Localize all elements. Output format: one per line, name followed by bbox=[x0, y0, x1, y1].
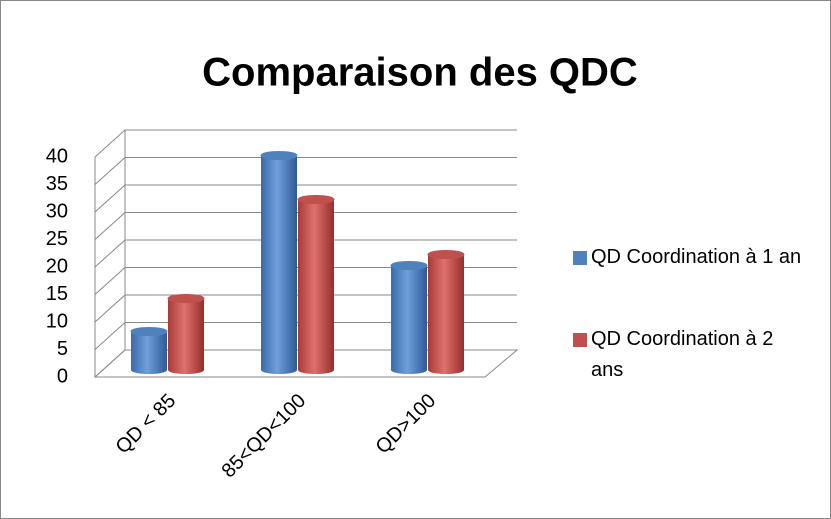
bar-top bbox=[130, 327, 168, 336]
grid-line bbox=[94, 184, 517, 213]
y-tick-label: 20 bbox=[46, 255, 68, 277]
legend-label: QD Coordination à 1 an bbox=[591, 246, 802, 268]
bar bbox=[391, 265, 427, 370]
bar bbox=[168, 298, 204, 370]
legend-item: QD Coordination à 1 an bbox=[573, 242, 803, 273]
bar bbox=[298, 199, 334, 370]
y-tick-label: 0 bbox=[57, 365, 68, 387]
bar bbox=[261, 155, 297, 370]
legend-swatch bbox=[573, 333, 587, 347]
y-tick-label: 40 bbox=[46, 145, 68, 167]
y-tick-label: 30 bbox=[46, 200, 68, 222]
legend-swatch bbox=[573, 251, 587, 265]
grid-line bbox=[94, 349, 517, 378]
grid-line bbox=[94, 322, 517, 350]
bar bbox=[428, 254, 464, 370]
grid-line bbox=[94, 267, 517, 295]
bar-top bbox=[427, 250, 465, 259]
y-tick-label: 10 bbox=[46, 310, 68, 332]
legend-label: QD Coordination à 2 ans bbox=[591, 328, 774, 381]
legend-item: QD Coordination à 2 ans bbox=[573, 324, 803, 386]
bar bbox=[131, 331, 167, 370]
chart-title: Comparaison des QDC bbox=[202, 51, 638, 95]
y-tick-label: 15 bbox=[46, 283, 68, 305]
grid-line bbox=[94, 239, 517, 268]
bar-top bbox=[390, 261, 428, 270]
grid-line bbox=[94, 294, 517, 323]
y-tick-label: 25 bbox=[46, 228, 68, 250]
grid-line bbox=[94, 129, 517, 158]
y-tick-label: 5 bbox=[57, 338, 68, 360]
bar-top bbox=[260, 151, 298, 160]
grid-line bbox=[94, 157, 517, 185]
y-tick-label: 35 bbox=[46, 173, 68, 195]
grid-line bbox=[94, 212, 517, 240]
bar-top bbox=[297, 195, 335, 204]
bar-top bbox=[167, 294, 205, 303]
